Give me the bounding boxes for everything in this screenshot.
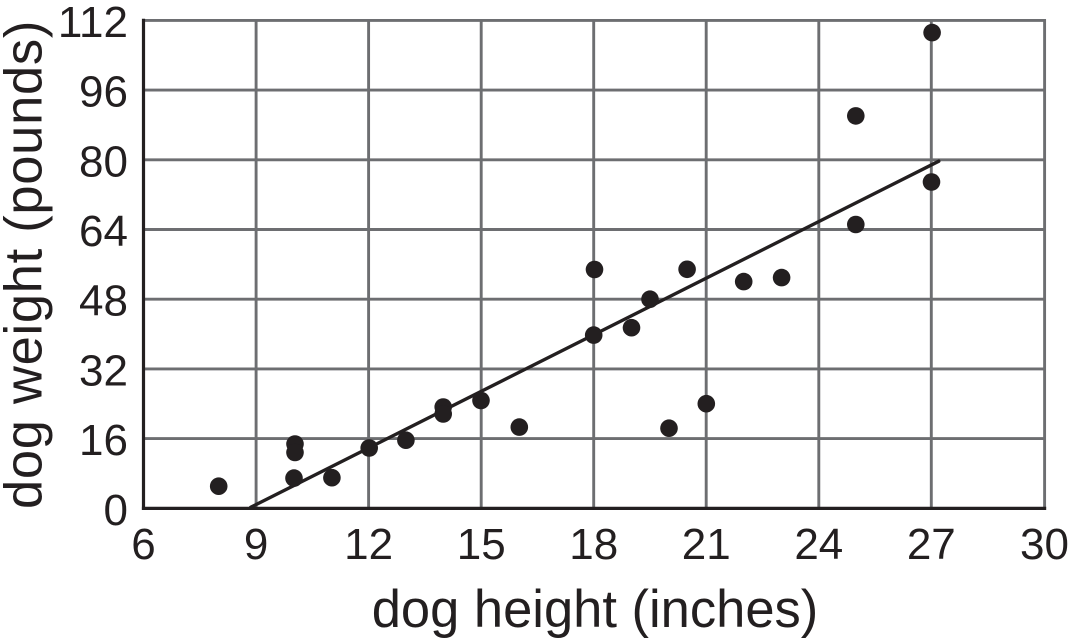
svg-text:9: 9 (244, 520, 268, 569)
svg-text:dog height (inches): dog height (inches) (372, 580, 819, 639)
svg-text:30: 30 (1020, 520, 1069, 569)
svg-text:27: 27 (907, 520, 956, 569)
svg-text:32: 32 (79, 346, 128, 395)
svg-text:dog weight (pounds): dog weight (pounds) (0, 20, 54, 509)
svg-text:18: 18 (569, 520, 618, 569)
svg-text:15: 15 (457, 520, 506, 569)
svg-text:12: 12 (344, 520, 393, 569)
svg-text:64: 64 (79, 207, 128, 256)
svg-text:6: 6 (131, 520, 155, 569)
svg-text:80: 80 (79, 137, 128, 186)
svg-text:48: 48 (79, 277, 128, 326)
svg-text:21: 21 (682, 520, 731, 569)
svg-text:0: 0 (104, 486, 128, 535)
svg-text:24: 24 (794, 520, 843, 569)
svg-text:96: 96 (79, 68, 128, 117)
svg-text:16: 16 (79, 416, 128, 465)
svg-text:112: 112 (58, 0, 128, 47)
